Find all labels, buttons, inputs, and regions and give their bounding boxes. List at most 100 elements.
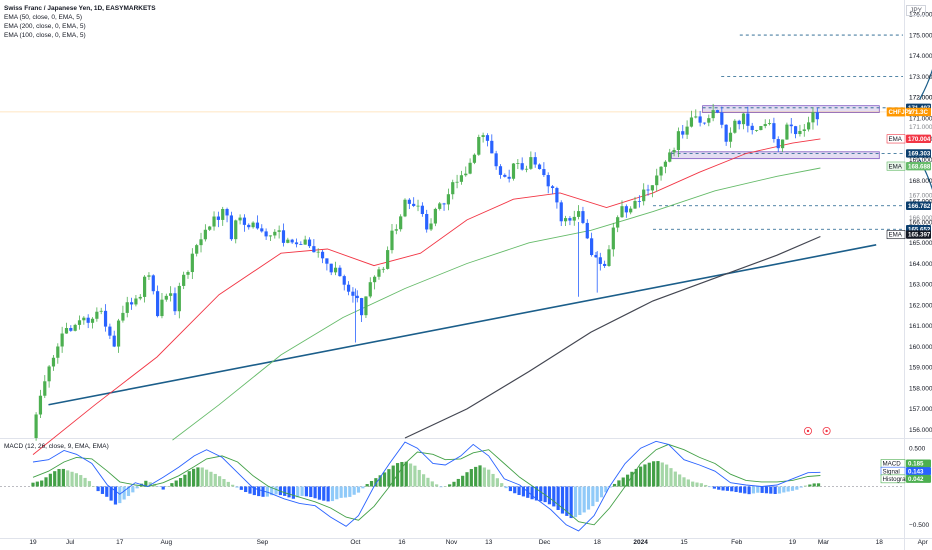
price-tag[interactable] [906,230,931,239]
histogram-bar[interactable] [630,471,634,487]
histogram-bar[interactable] [573,486,578,518]
candle-body[interactable] [698,116,702,123]
candle-body[interactable] [455,181,459,183]
histogram-bar[interactable] [565,486,569,516]
histogram-bar[interactable] [122,486,126,500]
histogram-bar[interactable] [656,461,660,487]
histogram-bar[interactable] [408,463,413,487]
histogram-bar[interactable] [44,477,48,487]
candle-body[interactable] [668,152,672,162]
candle-body[interactable] [160,299,164,317]
histogram-bar[interactable] [586,486,591,510]
histogram-bar[interactable] [495,478,499,487]
histogram-bar[interactable] [443,486,447,488]
candle-body[interactable] [503,174,507,177]
candle-body[interactable] [90,318,95,323]
price-tag[interactable] [906,201,931,210]
candle-body[interactable] [169,293,173,296]
histogram-bar[interactable] [304,486,309,497]
candle-body[interactable] [794,126,798,135]
histogram-bar[interactable] [178,478,183,487]
histogram-bar[interactable] [213,473,217,487]
histogram-bar[interactable] [74,473,78,487]
histogram-bar[interactable] [678,474,682,487]
candle-body[interactable] [290,239,294,243]
histogram-bar[interactable] [578,486,582,516]
candle-body[interactable] [86,317,90,323]
macd-legend[interactable]: MACD (12, 26, close, 9, EMA, EMA) [4,443,109,450]
candle-body[interactable] [103,310,108,327]
histogram-bar[interactable] [743,486,747,494]
histogram-bar[interactable] [708,486,712,488]
histogram-bar[interactable] [617,480,621,487]
histogram-bar[interactable] [83,477,87,487]
price-tag[interactable] [906,134,931,144]
candle-body[interactable] [138,296,142,299]
histogram-bar[interactable] [100,486,105,494]
candle-body[interactable] [763,124,767,127]
candle-body[interactable] [199,239,203,246]
histogram-bar[interactable] [482,467,486,487]
histogram-bar[interactable] [131,486,135,493]
candle-body[interactable] [733,120,737,133]
histogram-bar[interactable] [239,486,243,490]
candle-body[interactable] [381,268,385,270]
histogram-bar[interactable] [660,462,664,487]
candle-body[interactable] [69,327,73,331]
candle-body[interactable] [590,238,594,256]
histogram-bar[interactable] [413,465,417,487]
candle-body[interactable] [707,118,711,123]
candle-body[interactable] [325,258,329,264]
candle-body[interactable] [433,208,437,224]
candle-body[interactable] [481,135,485,137]
histogram-bar[interactable] [57,469,61,487]
candle-body[interactable] [407,199,411,204]
candle-body[interactable] [264,231,268,237]
histogram-bar[interactable] [66,470,70,487]
candle-body[interactable] [251,222,255,228]
candle-body[interactable] [99,310,103,312]
candle-body[interactable] [711,110,715,119]
histogram-bar[interactable] [35,481,39,487]
candle-body[interactable] [225,208,229,216]
candle-body[interactable] [663,161,667,167]
histogram-bar[interactable] [161,486,165,490]
candle-body[interactable] [607,249,611,266]
candle-body[interactable] [689,117,694,127]
legend-ema100[interactable]: EMA (100, close, 0, EMA, 5) [4,32,86,39]
candle-body[interactable] [43,381,47,396]
histogram-bar[interactable] [348,486,352,497]
histogram-bar[interactable] [426,477,430,487]
price-tag[interactable] [906,161,931,171]
candle-body[interactable] [116,320,121,347]
histogram-bar[interactable] [244,486,248,493]
candle-body[interactable] [650,185,654,191]
histogram-bar[interactable] [291,486,295,499]
histogram-bar[interactable] [270,486,274,496]
candle-body[interactable] [637,201,641,202]
histogram-bar[interactable] [582,486,586,513]
candle-body[interactable] [47,366,51,382]
ema200-line[interactable] [404,235,821,439]
histogram-bar[interactable] [235,486,239,488]
candle-body[interactable] [360,298,364,316]
candle-body[interactable] [255,222,260,229]
histogram-bar[interactable] [356,486,361,493]
histogram-bar[interactable] [31,482,35,487]
candle-body[interactable] [598,257,602,264]
histogram-bar[interactable] [309,486,313,498]
candle-body[interactable] [438,203,442,209]
histogram-bar[interactable] [478,465,482,487]
histogram-bar[interactable] [769,486,773,494]
candle-body[interactable] [64,327,69,334]
candle-body[interactable] [520,163,524,170]
histogram-bar[interactable] [430,481,434,487]
histogram-bar[interactable] [808,484,812,487]
candle-body[interactable] [307,239,312,247]
candle-body[interactable] [377,269,381,277]
candle-body[interactable] [242,217,247,225]
histogram-bar[interactable] [721,486,725,491]
candle-body[interactable] [724,124,728,142]
histogram-bar[interactable] [79,475,83,487]
